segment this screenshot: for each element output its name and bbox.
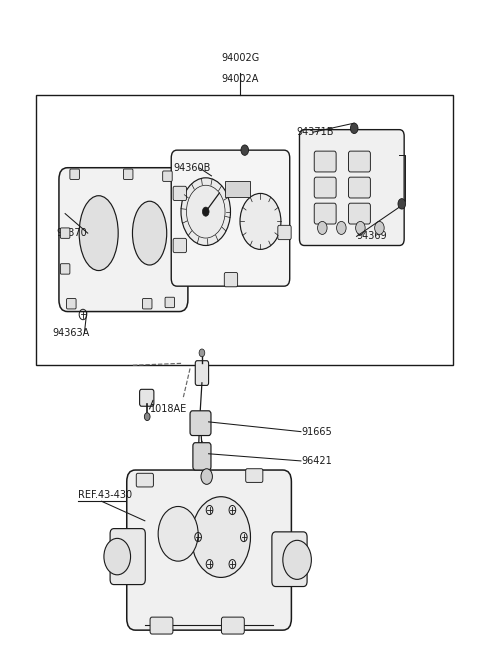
- Circle shape: [199, 349, 205, 357]
- FancyBboxPatch shape: [272, 532, 307, 586]
- Text: 94363A: 94363A: [52, 328, 89, 338]
- FancyBboxPatch shape: [348, 151, 371, 172]
- Text: 94369: 94369: [357, 231, 387, 242]
- Text: 94371B: 94371B: [296, 127, 334, 138]
- FancyBboxPatch shape: [136, 474, 154, 487]
- FancyBboxPatch shape: [224, 272, 238, 287]
- Ellipse shape: [79, 196, 118, 271]
- FancyBboxPatch shape: [143, 299, 152, 309]
- Text: 91665: 91665: [301, 426, 332, 437]
- Circle shape: [203, 207, 209, 216]
- Circle shape: [350, 123, 358, 134]
- Text: 94002A: 94002A: [221, 74, 259, 84]
- Circle shape: [240, 193, 281, 250]
- Circle shape: [356, 221, 365, 234]
- FancyBboxPatch shape: [314, 203, 336, 224]
- FancyBboxPatch shape: [140, 389, 154, 406]
- FancyBboxPatch shape: [171, 150, 290, 286]
- Circle shape: [375, 221, 384, 234]
- Text: 96421: 96421: [301, 456, 332, 466]
- Text: REF.43-430: REF.43-430: [78, 491, 132, 500]
- Text: 94370: 94370: [57, 228, 87, 238]
- FancyBboxPatch shape: [193, 443, 211, 470]
- Circle shape: [104, 538, 131, 575]
- FancyBboxPatch shape: [36, 94, 453, 365]
- FancyBboxPatch shape: [348, 203, 371, 224]
- FancyBboxPatch shape: [70, 169, 79, 179]
- Circle shape: [181, 178, 230, 246]
- Circle shape: [318, 221, 327, 234]
- Circle shape: [336, 221, 346, 234]
- FancyBboxPatch shape: [150, 617, 173, 634]
- Ellipse shape: [132, 201, 167, 265]
- Circle shape: [398, 198, 406, 209]
- Circle shape: [158, 506, 198, 561]
- FancyBboxPatch shape: [123, 169, 133, 179]
- FancyBboxPatch shape: [59, 168, 188, 312]
- Text: 94360B: 94360B: [173, 163, 211, 173]
- FancyBboxPatch shape: [173, 186, 186, 200]
- FancyBboxPatch shape: [314, 151, 336, 172]
- FancyBboxPatch shape: [127, 470, 291, 630]
- FancyBboxPatch shape: [173, 238, 186, 253]
- FancyBboxPatch shape: [163, 171, 172, 181]
- FancyBboxPatch shape: [195, 361, 209, 385]
- FancyBboxPatch shape: [314, 177, 336, 198]
- FancyBboxPatch shape: [67, 299, 76, 309]
- FancyBboxPatch shape: [225, 181, 250, 196]
- Circle shape: [201, 469, 213, 484]
- FancyBboxPatch shape: [348, 177, 371, 198]
- Text: 1018AE: 1018AE: [150, 404, 187, 414]
- FancyBboxPatch shape: [60, 264, 70, 274]
- Circle shape: [283, 540, 312, 580]
- Circle shape: [144, 413, 150, 421]
- FancyBboxPatch shape: [60, 228, 70, 238]
- Circle shape: [192, 496, 251, 578]
- FancyBboxPatch shape: [278, 225, 291, 240]
- FancyBboxPatch shape: [165, 297, 175, 308]
- FancyBboxPatch shape: [300, 130, 404, 246]
- FancyBboxPatch shape: [190, 411, 211, 436]
- FancyBboxPatch shape: [246, 469, 263, 482]
- FancyBboxPatch shape: [110, 529, 145, 584]
- Text: 94002G: 94002G: [221, 53, 259, 64]
- FancyBboxPatch shape: [221, 617, 244, 634]
- Circle shape: [241, 145, 249, 155]
